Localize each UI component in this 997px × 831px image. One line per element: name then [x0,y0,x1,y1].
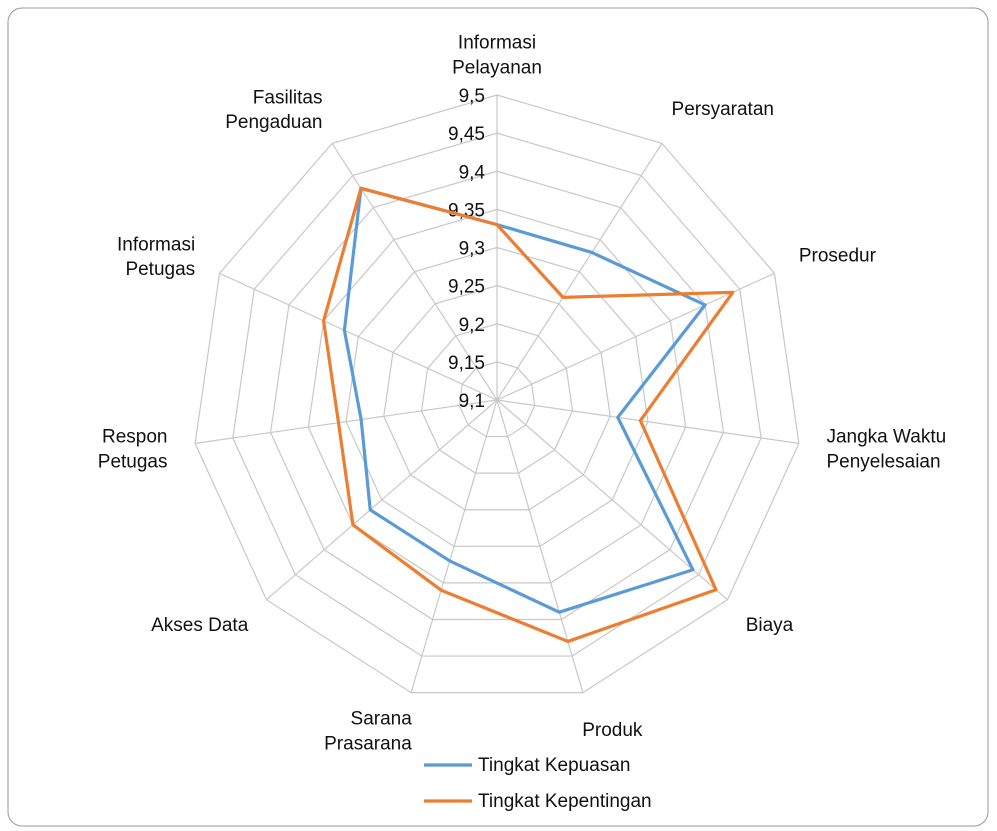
r-tick-label: 9,5 [459,86,485,107]
grid-ring [458,361,536,438]
axis-label: Fasilitas Pengaduan [225,87,322,133]
axis-label: Biaya [746,615,794,636]
r-tick-label: 9,35 [448,200,485,221]
r-tick-label: 9,15 [448,353,485,374]
axis-label: Produk [582,720,643,741]
r-tick-label: 9,4 [459,162,486,183]
grid-ring [269,170,725,621]
series-line [342,186,707,614]
grid-ring [194,94,800,694]
spoke [496,143,663,401]
legend-label: Tingkat Kepentingan [478,791,652,812]
spoke [496,272,775,401]
series-line [322,186,735,644]
axis-label: Prosedur [799,246,877,267]
axis-label: Persyaratan [672,99,774,120]
grid-ring [420,323,574,474]
spoke [496,399,728,601]
grid-ring [383,284,611,511]
axis-label: Akses Data [151,615,249,636]
r-tick-label: 9,2 [459,315,485,336]
axis-label: Respon Petugas [98,427,168,473]
spoke [331,143,498,401]
r-tick-label: 9,45 [448,124,485,145]
grid-ring [345,246,649,547]
r-tick-label: 9,3 [459,239,485,260]
axis-label: Sarana Prasarana [324,709,412,755]
r-tick-label: 9,1 [459,391,485,412]
axis-label: Informasi Pelayanan [452,33,542,79]
spoke [496,399,799,444]
grid-ring [232,132,762,657]
r-tick-label: 9,25 [448,277,485,298]
legend-label: Tingkat Kepuasan [478,755,630,776]
spoke [410,399,498,693]
spoke [195,399,498,444]
spoke [266,399,498,601]
axis-label: Informasi Petugas [117,234,195,280]
axis-label: Jangka Waktu Penyelesaian [826,427,946,473]
spoke [496,399,584,693]
chart-frame [7,7,989,827]
spoke [219,272,498,401]
